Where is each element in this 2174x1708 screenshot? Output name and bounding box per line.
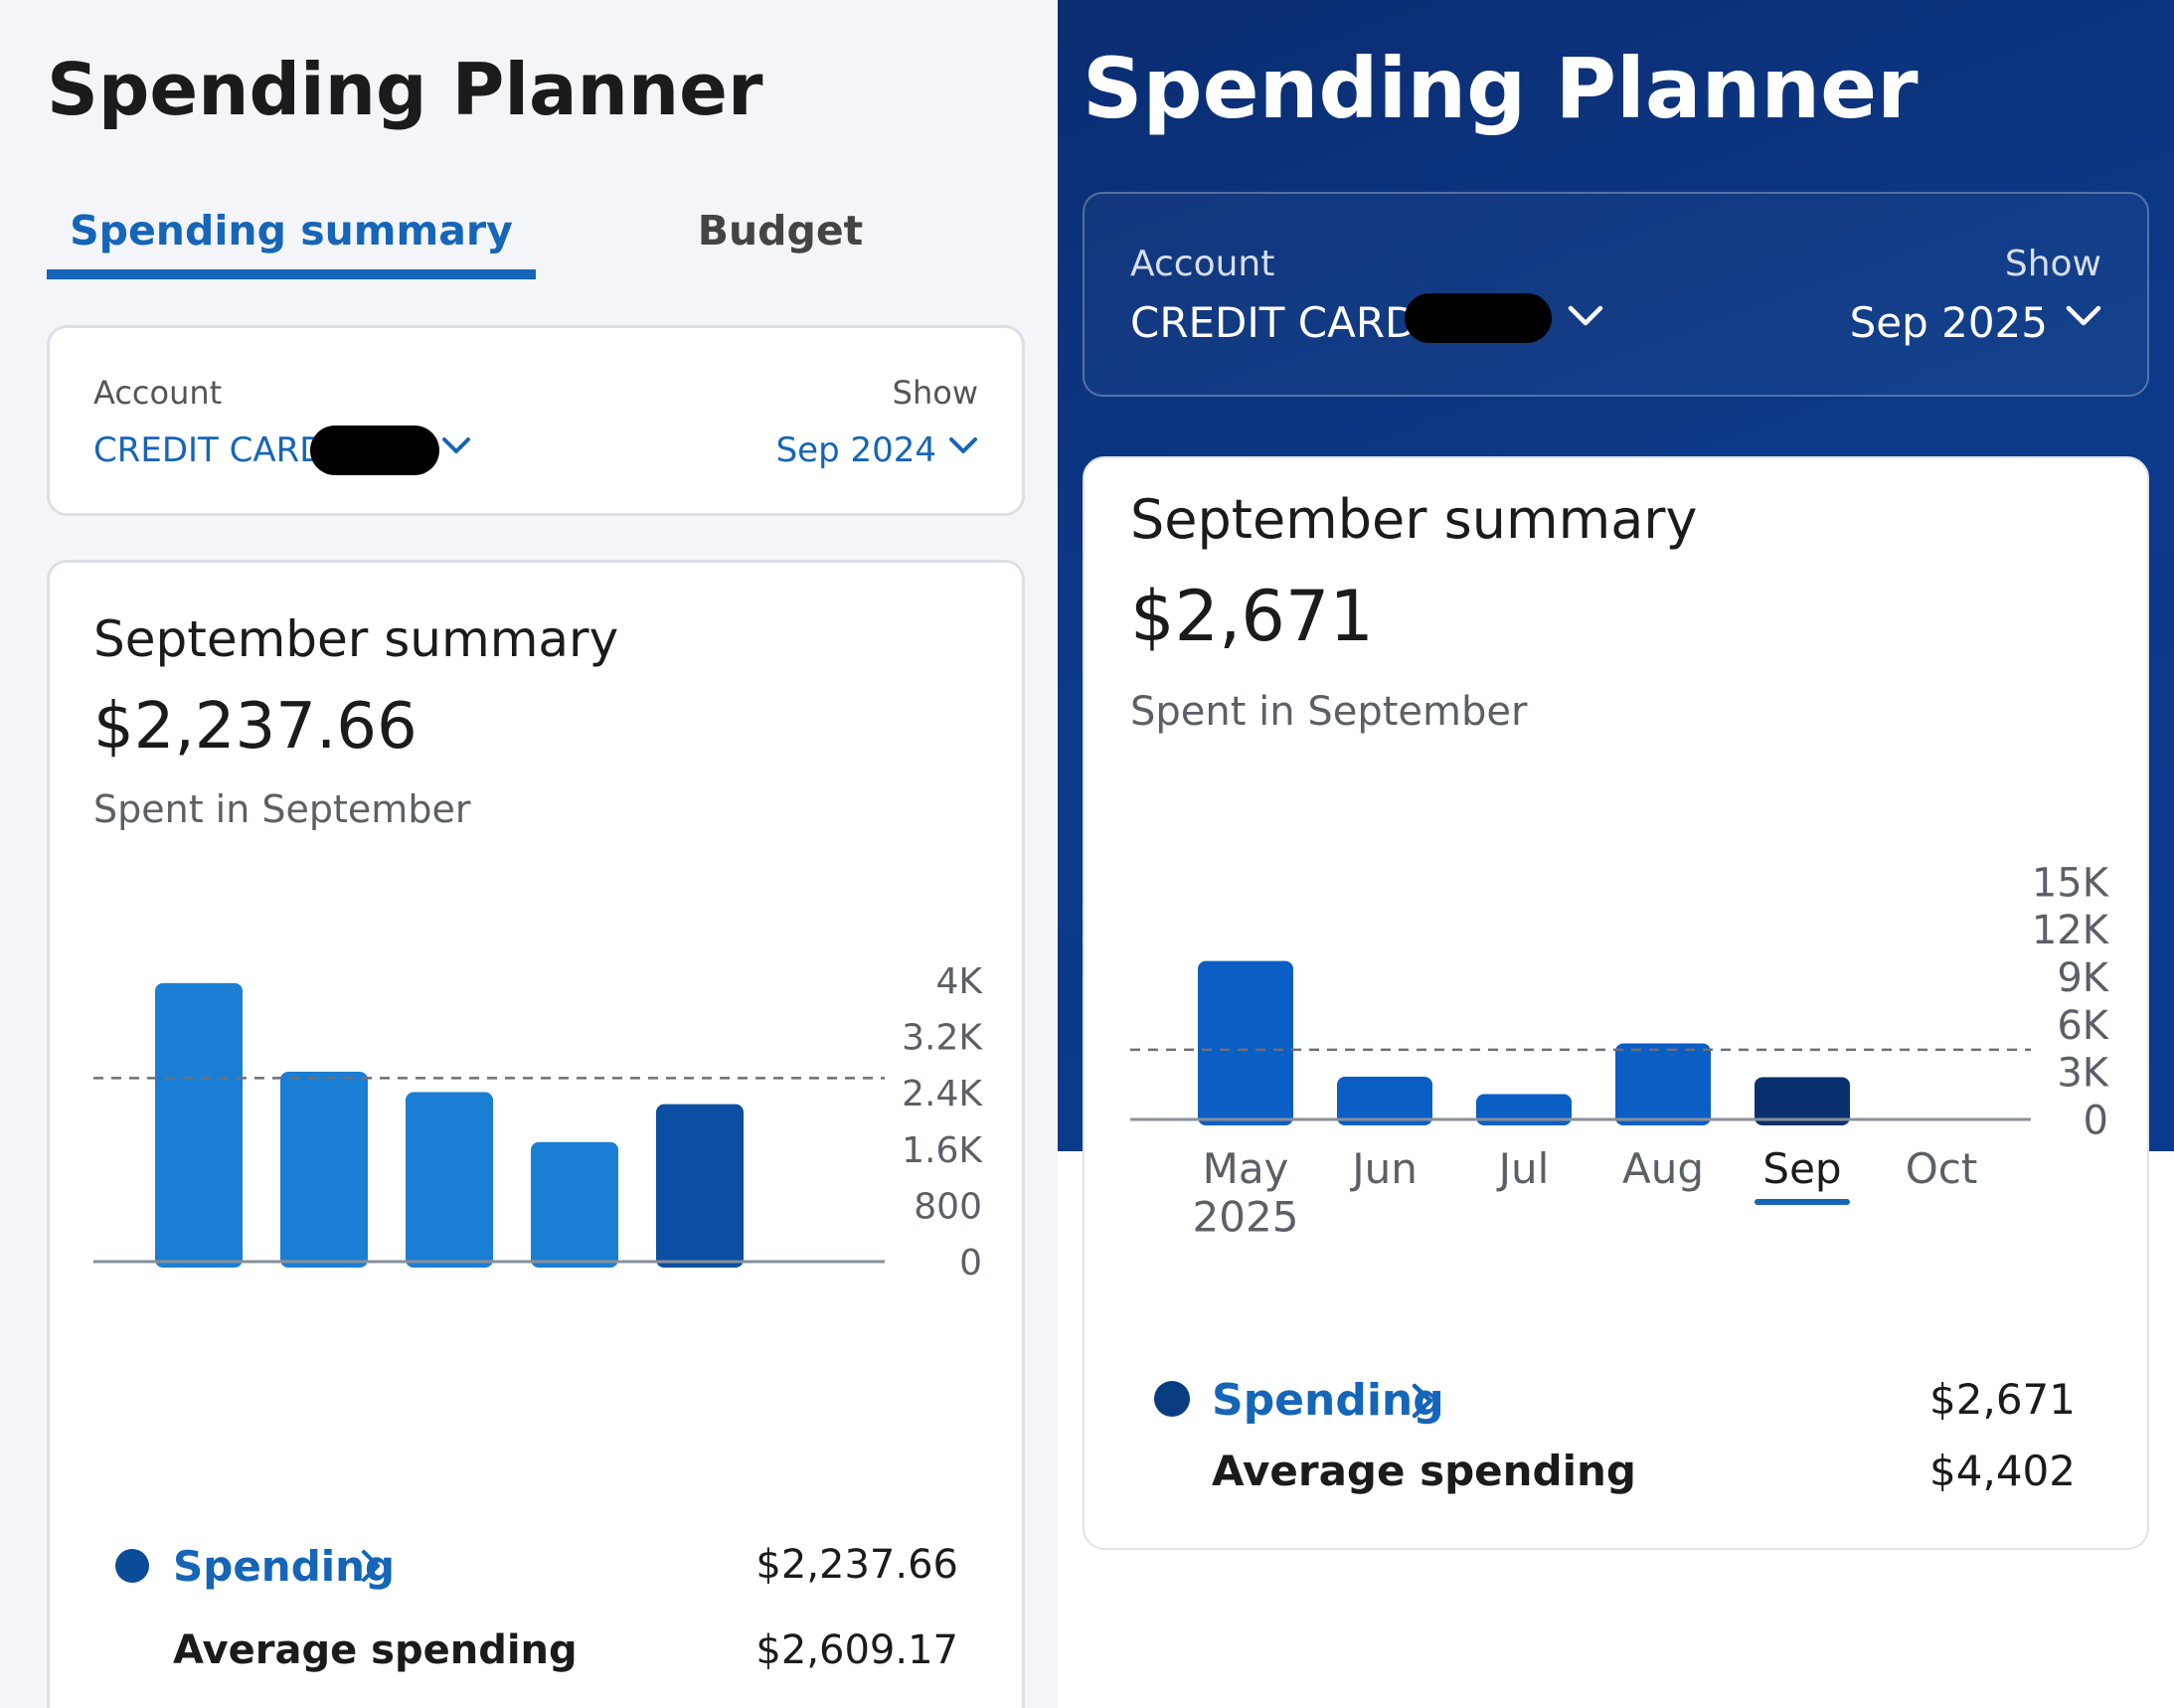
bar-may [1198,960,1293,1125]
y-tick-label: 6K [2057,1003,2109,1049]
average-spending-value: $4,402 [1929,1447,2076,1495]
summary-amount: $2,671 [1130,576,1374,657]
y-tick-label: 15K [2032,860,2110,906]
bar-sep [656,1104,744,1268]
average-spending-value: $2,609.17 [755,1627,958,1673]
summary-amount: $2,237.66 [93,690,418,764]
chevron-down-icon[interactable] [1568,303,1603,333]
spending-legend-dot [115,1549,149,1583]
summary-subtitle: Spent in September [93,787,471,831]
bar-jul [1476,1094,1572,1125]
page-title: Spending Planner [47,48,763,131]
y-tick-label: 9K [2057,955,2109,1001]
account-label: Account [1130,244,1275,284]
bar-jun [280,1071,368,1268]
summary-card: September summary $2,671 Spent in Septem… [1083,456,2149,1550]
y-tick-label: 3.2K [902,1018,983,1059]
bar-sep [1755,1077,1850,1125]
y-tick-label: 4K [935,961,983,1002]
y-tick-label: 0 [2084,1098,2108,1143]
summary-subtitle: Spent in September [1130,689,1528,735]
spending-value: $2,237.66 [755,1542,958,1588]
x-tick-label: Aug [1622,1144,1704,1193]
x-tick-label: Jul [1496,1144,1550,1193]
bar-aug [531,1141,618,1268]
chevron-down-icon[interactable] [2066,303,2101,333]
bar-jun [1337,1076,1432,1125]
y-tick-label: 3K [2057,1051,2109,1097]
show-label: Show [892,374,978,412]
tab-spending-summary[interactable]: Spending summary [70,207,513,255]
average-spending-label: Average spending [1212,1447,1636,1495]
bar-may [155,982,243,1268]
account-dropdown[interactable]: CREDIT CARD ( [93,430,350,470]
period-dropdown[interactable]: Sep 2025 [1849,298,2048,347]
chevron-down-icon[interactable] [441,435,471,461]
summary-title: September summary [1130,488,1698,551]
page-title: Spending Planner [1083,40,1919,137]
chevron-right-icon[interactable] [360,1549,382,1587]
spending-legend-dot [1154,1381,1190,1417]
summary-title: September summary [93,610,619,668]
spending-value: $2,671 [1929,1375,2076,1424]
spending-link[interactable]: Spending [173,1542,396,1591]
account-selector-card: Account CREDIT CARD Show Sep 2025 [1083,192,2149,397]
spending-link[interactable]: Spending [1212,1375,1444,1426]
bar-aug [1615,1043,1711,1125]
y-tick-label: 1.6K [902,1130,983,1171]
y-tick-label: 800 [914,1186,982,1227]
x-tick-label: Jun [1349,1144,1418,1193]
summary-card: September summary $2,237.66 Spent in Sep… [47,560,1025,1708]
x-tick-sublabel: 2025 [1193,1192,1299,1241]
active-tab-indicator [47,269,536,279]
left-screenshot: Spending Planner Spending summary Budget… [0,0,1058,1708]
show-label: Show [2004,244,2101,284]
period-dropdown[interactable]: Sep 2024 [775,430,936,470]
y-tick-label: 0 [959,1243,982,1279]
y-tick-label: 2.4K [902,1074,983,1114]
redaction-mark [310,426,439,475]
redaction-mark [1405,293,1552,343]
x-tick-label: May [1203,1144,1289,1193]
x-tick-label: Sep [1762,1144,1841,1193]
bottom-background [1058,1549,2174,1708]
tab-budget[interactable]: Budget [697,207,864,255]
bar-jul [406,1092,493,1268]
y-tick-label: 12K [2032,908,2110,953]
account-selector-card: Account CREDIT CARD ( Show Sep 2024 [47,325,1025,516]
average-spending-label: Average spending [173,1627,578,1673]
account-label: Account [93,374,223,412]
spending-bar-chart: 4K3.2K2.4K1.6K8000May2024JunJulAugSepOct [93,961,983,1279]
right-screenshot: Spending Planner Account CREDIT CARD Sho… [1058,0,2174,1708]
chevron-down-icon[interactable] [948,435,978,461]
chevron-right-icon[interactable] [1411,1383,1434,1423]
x-tick-label: Oct [1906,1144,1978,1193]
selected-month-underline [1755,1199,1850,1205]
account-dropdown[interactable]: CREDIT CARD [1130,298,1418,347]
